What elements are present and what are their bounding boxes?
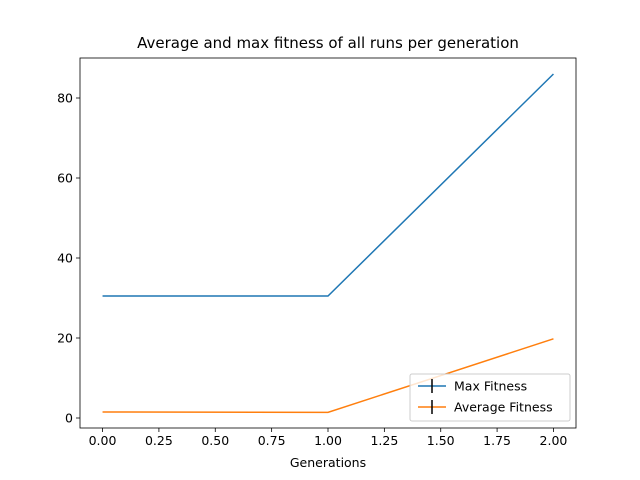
plot-frame <box>79 57 577 429</box>
legend-label: Max Fitness <box>454 379 527 394</box>
legend-label: Average Fitness <box>454 400 553 415</box>
y-tick-label: 20 <box>57 331 73 346</box>
y-tick-label: 80 <box>57 91 73 106</box>
x-tick-label: 0.00 <box>89 433 117 448</box>
legend-box <box>409 373 571 422</box>
y-tick-label: 0 <box>65 411 73 426</box>
legend-entry: Max Fitness <box>418 379 527 394</box>
legend: Max Fitness Average Fitness <box>409 373 571 422</box>
series-line-average-fitness <box>102 338 554 414</box>
y-tick-label: 40 <box>57 251 73 266</box>
x-tick-label: 0.75 <box>258 433 286 448</box>
plot-area <box>102 73 554 414</box>
y-tick-label: 60 <box>57 171 73 186</box>
x-tick-label: 1.00 <box>314 433 342 448</box>
x-tick-label: 1.75 <box>483 433 511 448</box>
x-tick-label: 0.25 <box>145 433 173 448</box>
x-tick-label: 0.50 <box>201 433 229 448</box>
x-axis-ticks: 0.00 0.25 0.50 0.75 1.00 1.25 1.50 1.75 2.00 <box>89 428 568 448</box>
x-tick-label: 1.50 <box>427 433 455 448</box>
legend-entry: Average Fitness <box>418 400 553 415</box>
x-axis-label: Generations <box>290 455 366 470</box>
x-tick-label: 2.00 <box>540 433 568 448</box>
series-line-max-fitness <box>102 73 554 297</box>
chart-title: Average and max fitness of all runs per … <box>137 34 519 52</box>
y-axis-ticks: 0 20 40 60 80 <box>57 91 80 426</box>
x-tick-label: 1.25 <box>370 433 398 448</box>
